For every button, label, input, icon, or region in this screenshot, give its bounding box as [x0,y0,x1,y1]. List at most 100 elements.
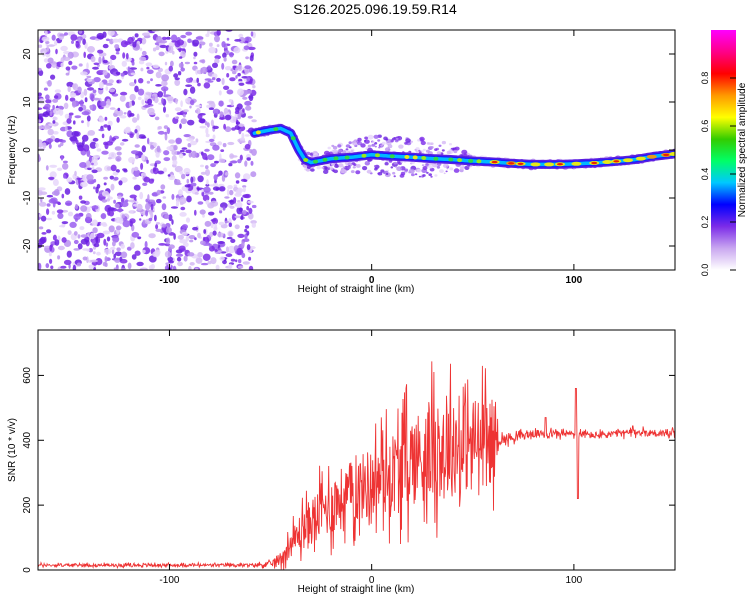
signal-scatter [425,163,429,166]
noise-blob [134,129,138,134]
noise-blob [112,38,120,43]
snr-panel: -100 0 100 0 200 400 600 Height of straight li… [7,329,676,595]
signal-scatter [454,146,460,151]
noise-blob [148,265,154,270]
noise-blob [80,238,88,245]
noise-blob [163,167,167,173]
noise-blob [119,258,128,264]
noise-blob [170,206,179,209]
noise-blob [130,242,135,249]
spectrogram-plot-area [38,30,675,270]
noise-blob [139,218,142,221]
signal-scatter [306,151,311,156]
noise-blob [201,191,205,197]
noise-blob [122,52,126,59]
x-tick-label: 100 [566,275,583,286]
noise-blob [154,97,159,104]
noise-blob [179,212,187,217]
noise-blob [88,264,95,270]
noise-blob [87,130,96,136]
noise-blob [147,137,150,145]
noise-blob [96,183,101,189]
signal-hotspot [389,154,395,159]
noise-blob [134,144,140,148]
noise-blob [65,200,73,207]
signal-scatter [425,149,430,153]
noise-blob [215,187,219,191]
noise-blob [80,234,88,238]
noise-blob [51,210,56,215]
noise-blob [180,100,183,108]
noise-blob [78,30,83,34]
noise-blob [183,109,189,113]
noise-blob [80,205,88,212]
noise-blob [55,48,58,55]
noise-blob [73,231,78,236]
noise-blob [176,39,184,46]
signal-scatter [453,149,458,154]
noise-blob [114,251,123,257]
noise-blob [119,115,127,119]
noise-blob [64,113,70,119]
signal-hotspot [313,159,318,164]
signal-scatter [331,163,335,166]
signal-scatter [393,175,396,178]
signal-scatter [404,168,409,172]
noise-blob [89,105,93,111]
noise-blob [238,123,245,128]
noise-blob [244,160,248,167]
noise-blob [219,207,223,211]
noise-blob [150,203,154,211]
noise-blob [235,188,242,196]
noise-blob [38,125,44,130]
noise-blob [88,248,94,253]
noise-blob [145,210,149,217]
noise-blob [82,104,87,111]
noise-blob [142,182,148,186]
noise-blob [54,89,62,93]
noise-blob [224,220,229,224]
noise-blob [155,228,163,232]
noise-blob [89,141,97,149]
noise-blob [66,118,72,124]
y-tick-label: -10 [22,190,33,205]
noise-blob [123,169,128,173]
noise-blob [102,69,108,76]
noise-blob [46,194,54,198]
noise-blob [179,201,184,205]
noise-blob [102,261,107,267]
noise-blob [133,203,139,207]
noise-blob [139,56,147,61]
noise-blob [65,66,71,71]
noise-blob [139,267,148,270]
noise-blob [130,72,136,76]
noise-blob [195,107,201,115]
noise-blob [214,223,218,230]
noise-blob [64,32,68,36]
signal-scatter [419,136,425,142]
noise-blob [155,71,162,79]
noise-blob [168,45,174,54]
noise-blob [142,32,150,37]
noise-blob [137,88,145,96]
noise-blob [219,111,224,118]
signal-scatter [332,145,338,150]
noise-blob [78,177,81,185]
noise-blob [46,208,50,215]
noise-blob [180,67,185,72]
noise-blob [149,112,156,116]
noise-blob [186,178,190,184]
noise-blob [240,215,244,220]
noise-blob [145,62,153,67]
noise-blob [175,200,180,208]
noise-blob [104,256,108,263]
signal-hotspot [322,157,328,162]
spectrogram-x-axis-label: Height of straight line (km) [298,284,415,295]
noise-blob [86,160,91,166]
noise-blob [69,221,77,228]
noise-blob [79,99,84,107]
noise-blob [175,253,184,257]
noise-blob [238,207,243,212]
noise-blob [38,113,47,117]
noise-blob [214,179,217,184]
